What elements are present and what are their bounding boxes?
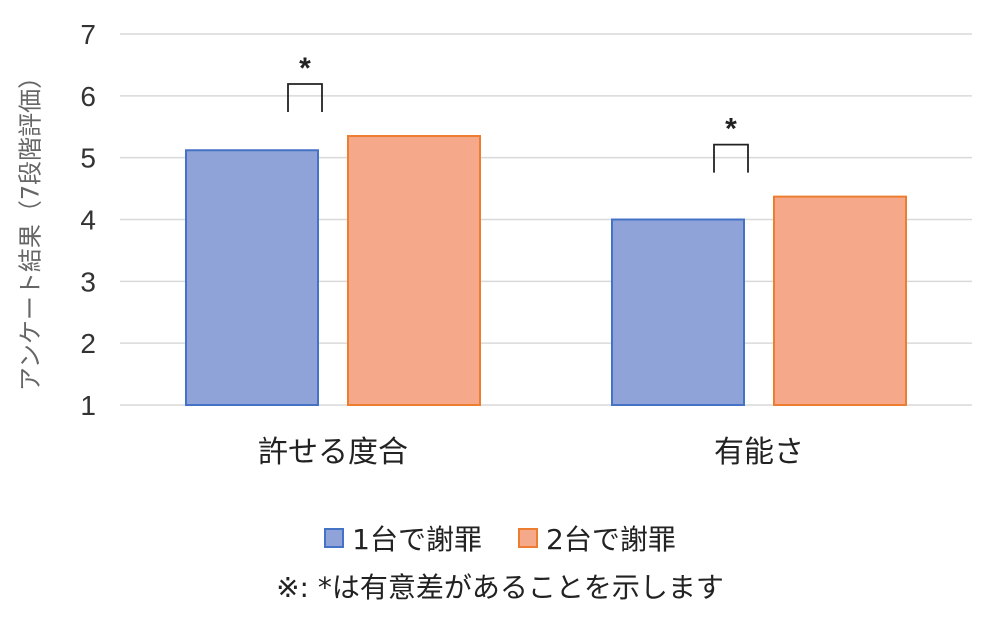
significance-star: * (299, 52, 311, 85)
x-tick-label: 有能さ (714, 435, 804, 470)
legend-label-series-2: 2台で謝罪 (546, 523, 676, 556)
y-tick-label: 1 (80, 390, 96, 421)
legend: 1台で謝罪 2台で謝罪 (0, 518, 1000, 558)
legend-swatch-series-1 (324, 528, 345, 548)
legend-swatch-series-2 (518, 528, 538, 548)
y-tick-label: 7 (80, 19, 96, 50)
y-tick-label: 4 (80, 205, 96, 236)
bar (611, 218, 745, 406)
legend-item-series-1: 1台で謝罪 (324, 518, 482, 558)
y-tick-label: 6 (80, 81, 96, 112)
bar (773, 195, 907, 406)
y-axis-label: アンケート結果（7段階評価） (16, 64, 45, 392)
y-tick-label: 3 (80, 266, 96, 297)
significance-note: ※: *は有意差があることを示します (276, 571, 724, 604)
x-tick-label: 許せる度合 (258, 435, 408, 470)
bars (185, 135, 907, 406)
legend-label-series-1: 1台で謝罪 (352, 523, 482, 556)
significance-bracket (287, 83, 323, 113)
y-tick-label: 5 (80, 143, 96, 174)
y-tick-label: 2 (80, 328, 96, 359)
significance-bracket (713, 143, 749, 173)
bar (185, 149, 319, 406)
significance-markers: ** (287, 52, 749, 173)
legend-item-series-2: 2台で謝罪 (518, 518, 676, 558)
significance-star: * (725, 113, 737, 146)
bar (347, 135, 481, 406)
y-axis-ticks: 1 2 3 4 5 6 7 (80, 19, 96, 421)
x-axis-ticks: 許せる度合 有能さ (258, 435, 804, 470)
